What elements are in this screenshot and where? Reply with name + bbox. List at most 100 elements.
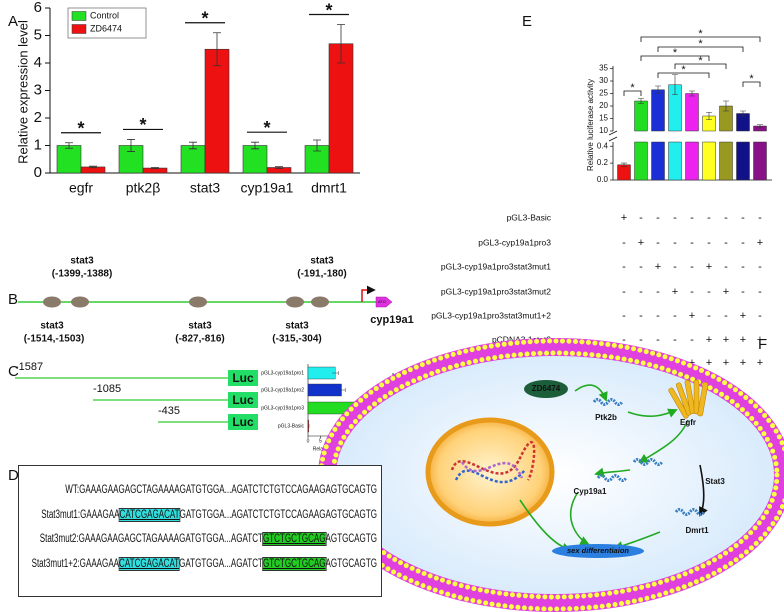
panel-letter: B xyxy=(8,291,18,308)
binding-site xyxy=(71,296,89,308)
construct-position: -435 xyxy=(158,405,180,417)
table-cell: - xyxy=(622,237,626,249)
table-cell: - xyxy=(741,286,745,298)
panel-letter: C xyxy=(8,363,19,380)
significance-bracket xyxy=(657,46,744,52)
binding-site xyxy=(189,296,207,308)
bar xyxy=(634,100,648,181)
pathway-label: Cyp19a1 xyxy=(574,487,607,496)
table-cell: - xyxy=(673,237,677,249)
sequence-label: Stat3mut1: xyxy=(41,508,81,521)
construct-label: Luc xyxy=(232,393,254,407)
table-cell: - xyxy=(656,237,660,249)
table-cell: - xyxy=(656,286,660,298)
table-cell: - xyxy=(656,212,660,224)
dna xyxy=(454,469,526,484)
table-cell: - xyxy=(741,261,745,273)
table-cell: + xyxy=(757,334,763,346)
x-tick-label: ptk2β xyxy=(126,180,161,196)
dna xyxy=(450,440,536,481)
error-bar xyxy=(740,110,746,117)
legend-label: Control xyxy=(90,10,119,20)
table-cell: + xyxy=(689,310,695,322)
construct-position: -1085 xyxy=(93,383,121,395)
error-bar xyxy=(151,167,159,169)
table-cell: + xyxy=(757,237,763,249)
sequence-row: Stat3mut1+2:GAAAGAACATCGAGACATGATGTGGA..… xyxy=(19,552,377,577)
table-cell: + xyxy=(672,286,678,298)
receptor xyxy=(668,387,689,419)
pathway-label: sex differentiaion xyxy=(567,546,629,555)
table-row-label: pGL3-cyp19a1pro3stat3mut1+2 xyxy=(431,310,551,320)
x-tick-label: 5 xyxy=(319,438,322,444)
significance-star: * xyxy=(201,9,208,29)
table-cell: - xyxy=(724,237,728,249)
bar xyxy=(242,145,268,174)
panel-letter: D xyxy=(8,467,19,484)
luc-box xyxy=(228,392,258,408)
site-range: (-827,-816) xyxy=(175,334,224,345)
table-cell: - xyxy=(622,286,626,298)
table-cell: - xyxy=(639,261,643,273)
error-bar xyxy=(723,100,729,112)
x-tick-label: egfr xyxy=(69,180,93,196)
table-cell: + xyxy=(638,237,644,249)
tss-arrow xyxy=(361,285,376,302)
sequence-text: AGTGCAGTG xyxy=(325,533,377,545)
y-tick-label: 6 xyxy=(34,0,42,16)
site-name: stat3 xyxy=(70,256,94,267)
significance-bracket xyxy=(623,90,642,96)
significance-star: * xyxy=(673,47,678,59)
sequence-label: Stat3mut1+2: xyxy=(31,557,80,570)
y-tick-label: 5 xyxy=(34,26,42,43)
site-name: stat3 xyxy=(310,256,334,267)
sequence-rows: WT:GAAAGAAGAGCTAGAAAAGATGTGGA...AGATCTCT… xyxy=(19,478,377,577)
error-bar xyxy=(706,111,712,121)
y-tick-label: 4 xyxy=(34,54,42,71)
y-tick-label: 1 xyxy=(34,136,42,153)
x-tick-label: 0 xyxy=(307,438,310,444)
y-axis-label: Relative luciferase activity xyxy=(586,79,595,171)
y-tick-label: 35 xyxy=(599,64,608,73)
error-bar xyxy=(638,98,644,104)
pathway-arrow xyxy=(627,408,678,418)
table-cell: - xyxy=(758,212,762,224)
table-cell: - xyxy=(622,310,626,322)
table-cell: - xyxy=(690,286,694,298)
sequence-text: GATGTGGA...AGATCTCTGTCCAGAAGAGTGCAGTG xyxy=(179,508,377,521)
axis-break xyxy=(608,130,618,136)
sequence-row: Stat3mut2:GAAAGAAGAGCTAGAAAAGATGTGGA...A… xyxy=(19,527,377,552)
table-cell: - xyxy=(639,286,643,298)
table-cell: - xyxy=(639,334,643,346)
x-tick-label: dmrt1 xyxy=(311,180,347,196)
table-cell: + xyxy=(706,334,712,346)
bar xyxy=(668,84,682,181)
y-tick-label: 0.2 xyxy=(597,158,609,167)
error-bar xyxy=(655,85,661,94)
significance-star: * xyxy=(698,55,703,67)
table-cell: + xyxy=(689,357,695,369)
membrane-beads xyxy=(318,338,784,612)
inhibitor xyxy=(524,380,568,398)
y-axis-label: Relative expression level xyxy=(15,20,30,164)
error-bar xyxy=(621,162,627,167)
axis-break xyxy=(608,136,618,142)
luc-box xyxy=(228,370,258,386)
table-row-label: pCDNA3.1stat3 xyxy=(492,334,551,344)
bar xyxy=(736,113,750,181)
receptor xyxy=(693,379,700,415)
table-cell: - xyxy=(690,334,694,346)
error-bar xyxy=(127,139,135,152)
legend-label: ZD6474 xyxy=(90,23,122,33)
significance-bracket xyxy=(742,81,761,87)
error-bar xyxy=(337,24,345,64)
site-name: stat3 xyxy=(285,321,309,332)
bar xyxy=(702,115,716,181)
y-tick-label: pGL3-cyp19a1pro2 xyxy=(261,387,304,393)
nucleus xyxy=(425,417,555,527)
table-cell: + xyxy=(723,286,729,298)
y-tick-label: 20 xyxy=(599,101,608,110)
error-bar xyxy=(213,32,221,67)
pathway-label: Ptk2b xyxy=(595,413,617,422)
